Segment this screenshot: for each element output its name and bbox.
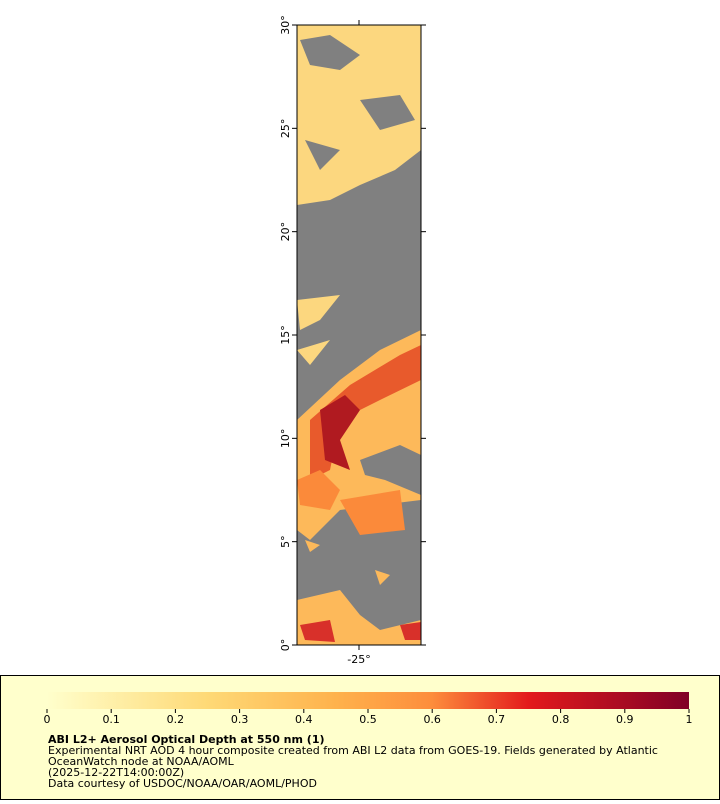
lat-label: 5° (279, 535, 292, 548)
colorbar-label: 0.4 (295, 713, 313, 726)
colorbar-label: 0.3 (231, 713, 249, 726)
colorbar-label: 1 (686, 713, 693, 726)
colorbar-label: 0.8 (552, 713, 570, 726)
colorbar-label: 0.1 (102, 713, 120, 726)
lat-label: 15° (279, 325, 292, 345)
lat-label: 20° (279, 222, 292, 242)
colorbar-label: 0.6 (423, 713, 441, 726)
colorbar-label: 0.5 (359, 713, 377, 726)
legend-line: Data courtesy of USDOC/NOAA/OAR/AOML/PHO… (48, 777, 317, 790)
colorbar-label: 0.9 (616, 713, 634, 726)
colorbar-label: 0.2 (167, 713, 185, 726)
lat-label: 25° (279, 119, 292, 139)
legend-line: Experimental NRT AOD 4 hour composite cr… (48, 744, 658, 757)
colorbar-label: 0 (44, 713, 51, 726)
map-axes: 0° 5° 10° 15° 20° 25° 30° -25° (279, 15, 426, 666)
legend-line: OceanWatch node at NOAA/AOML (48, 755, 235, 768)
colorbar (47, 692, 689, 709)
legend-lines: Experimental NRT AOD 4 hour composite cr… (48, 744, 658, 790)
lat-label: 30° (279, 15, 292, 35)
lat-label: 0° (279, 639, 292, 652)
legend-title: ABI L2+ Aerosol Optical Depth at 550 nm … (48, 733, 325, 746)
lon-label: -25° (347, 653, 370, 666)
lat-label: 10° (279, 429, 292, 449)
colorbar-ticks: 0 0.1 0.2 0.3 0.4 0.5 0.6 0.7 0.8 0.9 1 (44, 709, 693, 726)
legend-line: (2025-12-22T14:00:00Z) (48, 766, 184, 779)
map-image (297, 25, 421, 645)
colorbar-label: 0.7 (488, 713, 506, 726)
